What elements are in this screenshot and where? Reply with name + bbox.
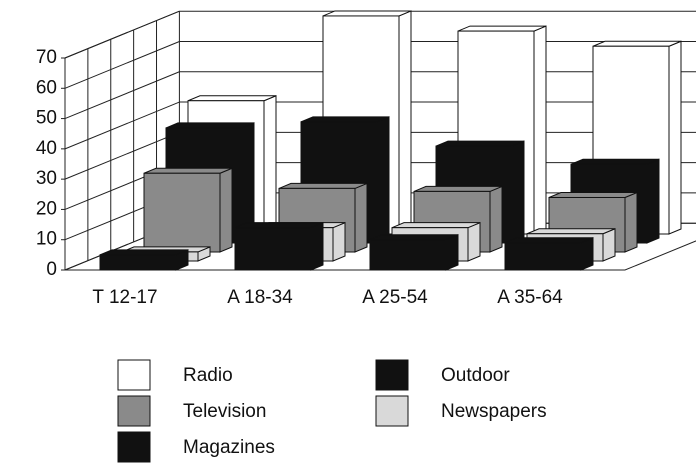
bar-top — [187, 95, 277, 102]
legend-label: Television — [183, 401, 266, 422]
legend-swatch — [117, 431, 151, 463]
bar — [143, 167, 233, 253]
grid-line — [64, 41, 180, 89]
legend-swatch — [117, 395, 151, 427]
bar-top — [322, 10, 412, 17]
grid-line — [64, 131, 180, 180]
bar-side — [398, 10, 412, 235]
bar-side — [445, 233, 459, 271]
grid-line — [64, 10, 180, 59]
legend-label: Radio — [183, 365, 233, 386]
y-tick-label: 20 — [36, 198, 57, 219]
bar-front — [504, 242, 582, 271]
bar-side — [580, 236, 594, 271]
bar-front — [143, 172, 221, 253]
bar-top — [234, 222, 324, 229]
bar-side — [624, 191, 638, 253]
bar-side — [376, 116, 390, 244]
bar-side — [332, 221, 346, 262]
bar-side — [489, 185, 503, 253]
x-tick-label: A 25-54 — [362, 287, 428, 308]
bar-top — [278, 182, 368, 189]
legend-swatch — [117, 359, 151, 391]
y-tick-label: 60 — [36, 77, 57, 98]
bar-side — [263, 94, 277, 235]
bar-top — [413, 185, 503, 192]
bar-side — [354, 182, 368, 253]
x-tick-label: T 12-17 — [92, 287, 157, 308]
bar — [99, 249, 189, 271]
bar-top — [143, 167, 233, 174]
bar-side — [511, 140, 525, 244]
legend-swatch — [375, 395, 409, 427]
y-tick-label: 10 — [36, 229, 57, 250]
bar-top — [391, 222, 481, 229]
legend-label: Newspapers — [441, 401, 547, 422]
bar-top — [300, 116, 390, 123]
bar-side — [646, 158, 660, 244]
bar-top — [435, 140, 525, 147]
bar-top — [548, 191, 638, 198]
y-tick-label: 0 — [46, 259, 57, 280]
x-tick-label: A 35-64 — [497, 287, 563, 308]
bar-front — [234, 227, 312, 271]
bar — [504, 236, 594, 271]
bar-top — [504, 237, 594, 244]
bar-front — [99, 254, 177, 271]
bar-top — [457, 25, 547, 32]
bar — [234, 221, 324, 271]
bar-side — [219, 167, 233, 253]
bar-side — [310, 221, 324, 271]
bar — [413, 185, 503, 253]
bar-front — [369, 239, 447, 271]
bar-top — [592, 40, 682, 47]
y-tick-label: 50 — [36, 108, 57, 129]
bar-side — [533, 25, 547, 235]
grid-line — [64, 101, 180, 150]
y-tick-label: 70 — [36, 47, 57, 68]
legend-label: Magazines — [183, 437, 275, 458]
bar — [369, 233, 459, 271]
bar-top — [99, 249, 189, 256]
y-tick-label: 40 — [36, 138, 57, 159]
bar-top — [369, 234, 459, 241]
bar-side — [467, 221, 481, 262]
grid-line — [64, 71, 180, 120]
y-tick-label: 30 — [36, 168, 57, 189]
bar-side — [668, 40, 682, 235]
bar-top — [526, 228, 616, 235]
bar-top — [165, 122, 255, 129]
legend-label: Outdoor — [441, 365, 510, 386]
x-tick-label: A 18-34 — [227, 287, 293, 308]
bar-top — [570, 158, 660, 165]
legend-swatch — [375, 359, 409, 391]
bar-side — [602, 227, 616, 262]
